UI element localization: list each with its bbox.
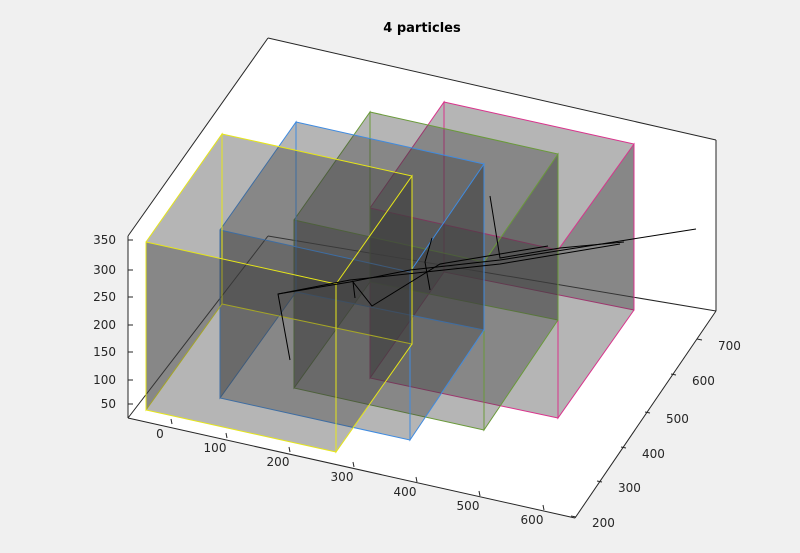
y-axis-tick [570,515,577,518]
x-axis-tick [170,418,173,425]
x-axis-tick [225,432,228,439]
x-axis-tick-label: 0 [156,427,164,441]
x-axis-tick [288,446,291,453]
chart-title: 4 particles [383,21,461,36]
y-axis-tick [696,338,703,341]
x-axis-ticks [170,418,545,511]
z-axis-tick-labels: 50 100 150 200 250 300 350 [93,233,116,411]
trajectory-2 [352,245,549,307]
y-axis-tick [596,480,603,483]
x-axis-tick [352,461,355,468]
z-axis-tick-label: 100 [93,373,116,387]
particle-box-blue [219,120,485,442]
y-axis-tick [620,446,627,449]
y-axis-tick-labels: 200 300 400 500 600 700 [592,339,741,530]
axes-back-wall-right [268,38,716,311]
y-axis-tick-label: 500 [666,412,689,426]
z-axis-tick-label: 200 [93,318,116,332]
axes-lines [127,37,717,519]
y-axis-tick-label: 400 [642,447,665,461]
y-axis-tick-label: 700 [718,339,741,353]
trajectory-3 [489,195,625,259]
y-axis-ticks [570,338,703,518]
y-axis-tick-label: 600 [692,374,715,388]
trajectory-5 [277,243,621,295]
particle-box-yellow [145,132,413,454]
trajectory-4 [424,237,433,291]
axes-back-wall-left [128,38,268,418]
x-axis-tick-label: 100 [204,441,227,455]
particle-box-magenta [369,100,635,420]
x-axis-tick-label: 500 [457,499,480,513]
z-axis-tick-label: 250 [93,290,116,304]
z-axis-ticks [128,239,133,405]
z-axis-tick-label: 300 [93,263,116,277]
z-axis-tick-label: 150 [93,345,116,359]
particle-box-green [293,110,559,432]
z-axis-tick-label: 350 [93,233,116,247]
x-axis-tick [478,490,481,497]
y-axis-tick [644,411,651,414]
axes-floor [128,236,716,518]
particle-trajectories [277,195,697,361]
x-axis-tick [542,504,545,511]
x-axis-tick-label: 600 [521,513,544,527]
trajectory-1 [277,228,697,361]
x-axis-tick-label: 300 [331,470,354,484]
z-axis-tick-label: 50 [101,397,116,411]
x-axis-tick-label: 200 [267,455,290,469]
y-axis-tick-label: 300 [618,481,641,495]
y-axis-tick-label: 200 [592,516,615,530]
x-axis-tick [415,476,418,483]
y-axis-tick [670,373,677,376]
x-axis-tick-labels: 0 100 200 300 400 500 600 [156,427,543,527]
x-axis-tick-label: 400 [394,485,417,499]
